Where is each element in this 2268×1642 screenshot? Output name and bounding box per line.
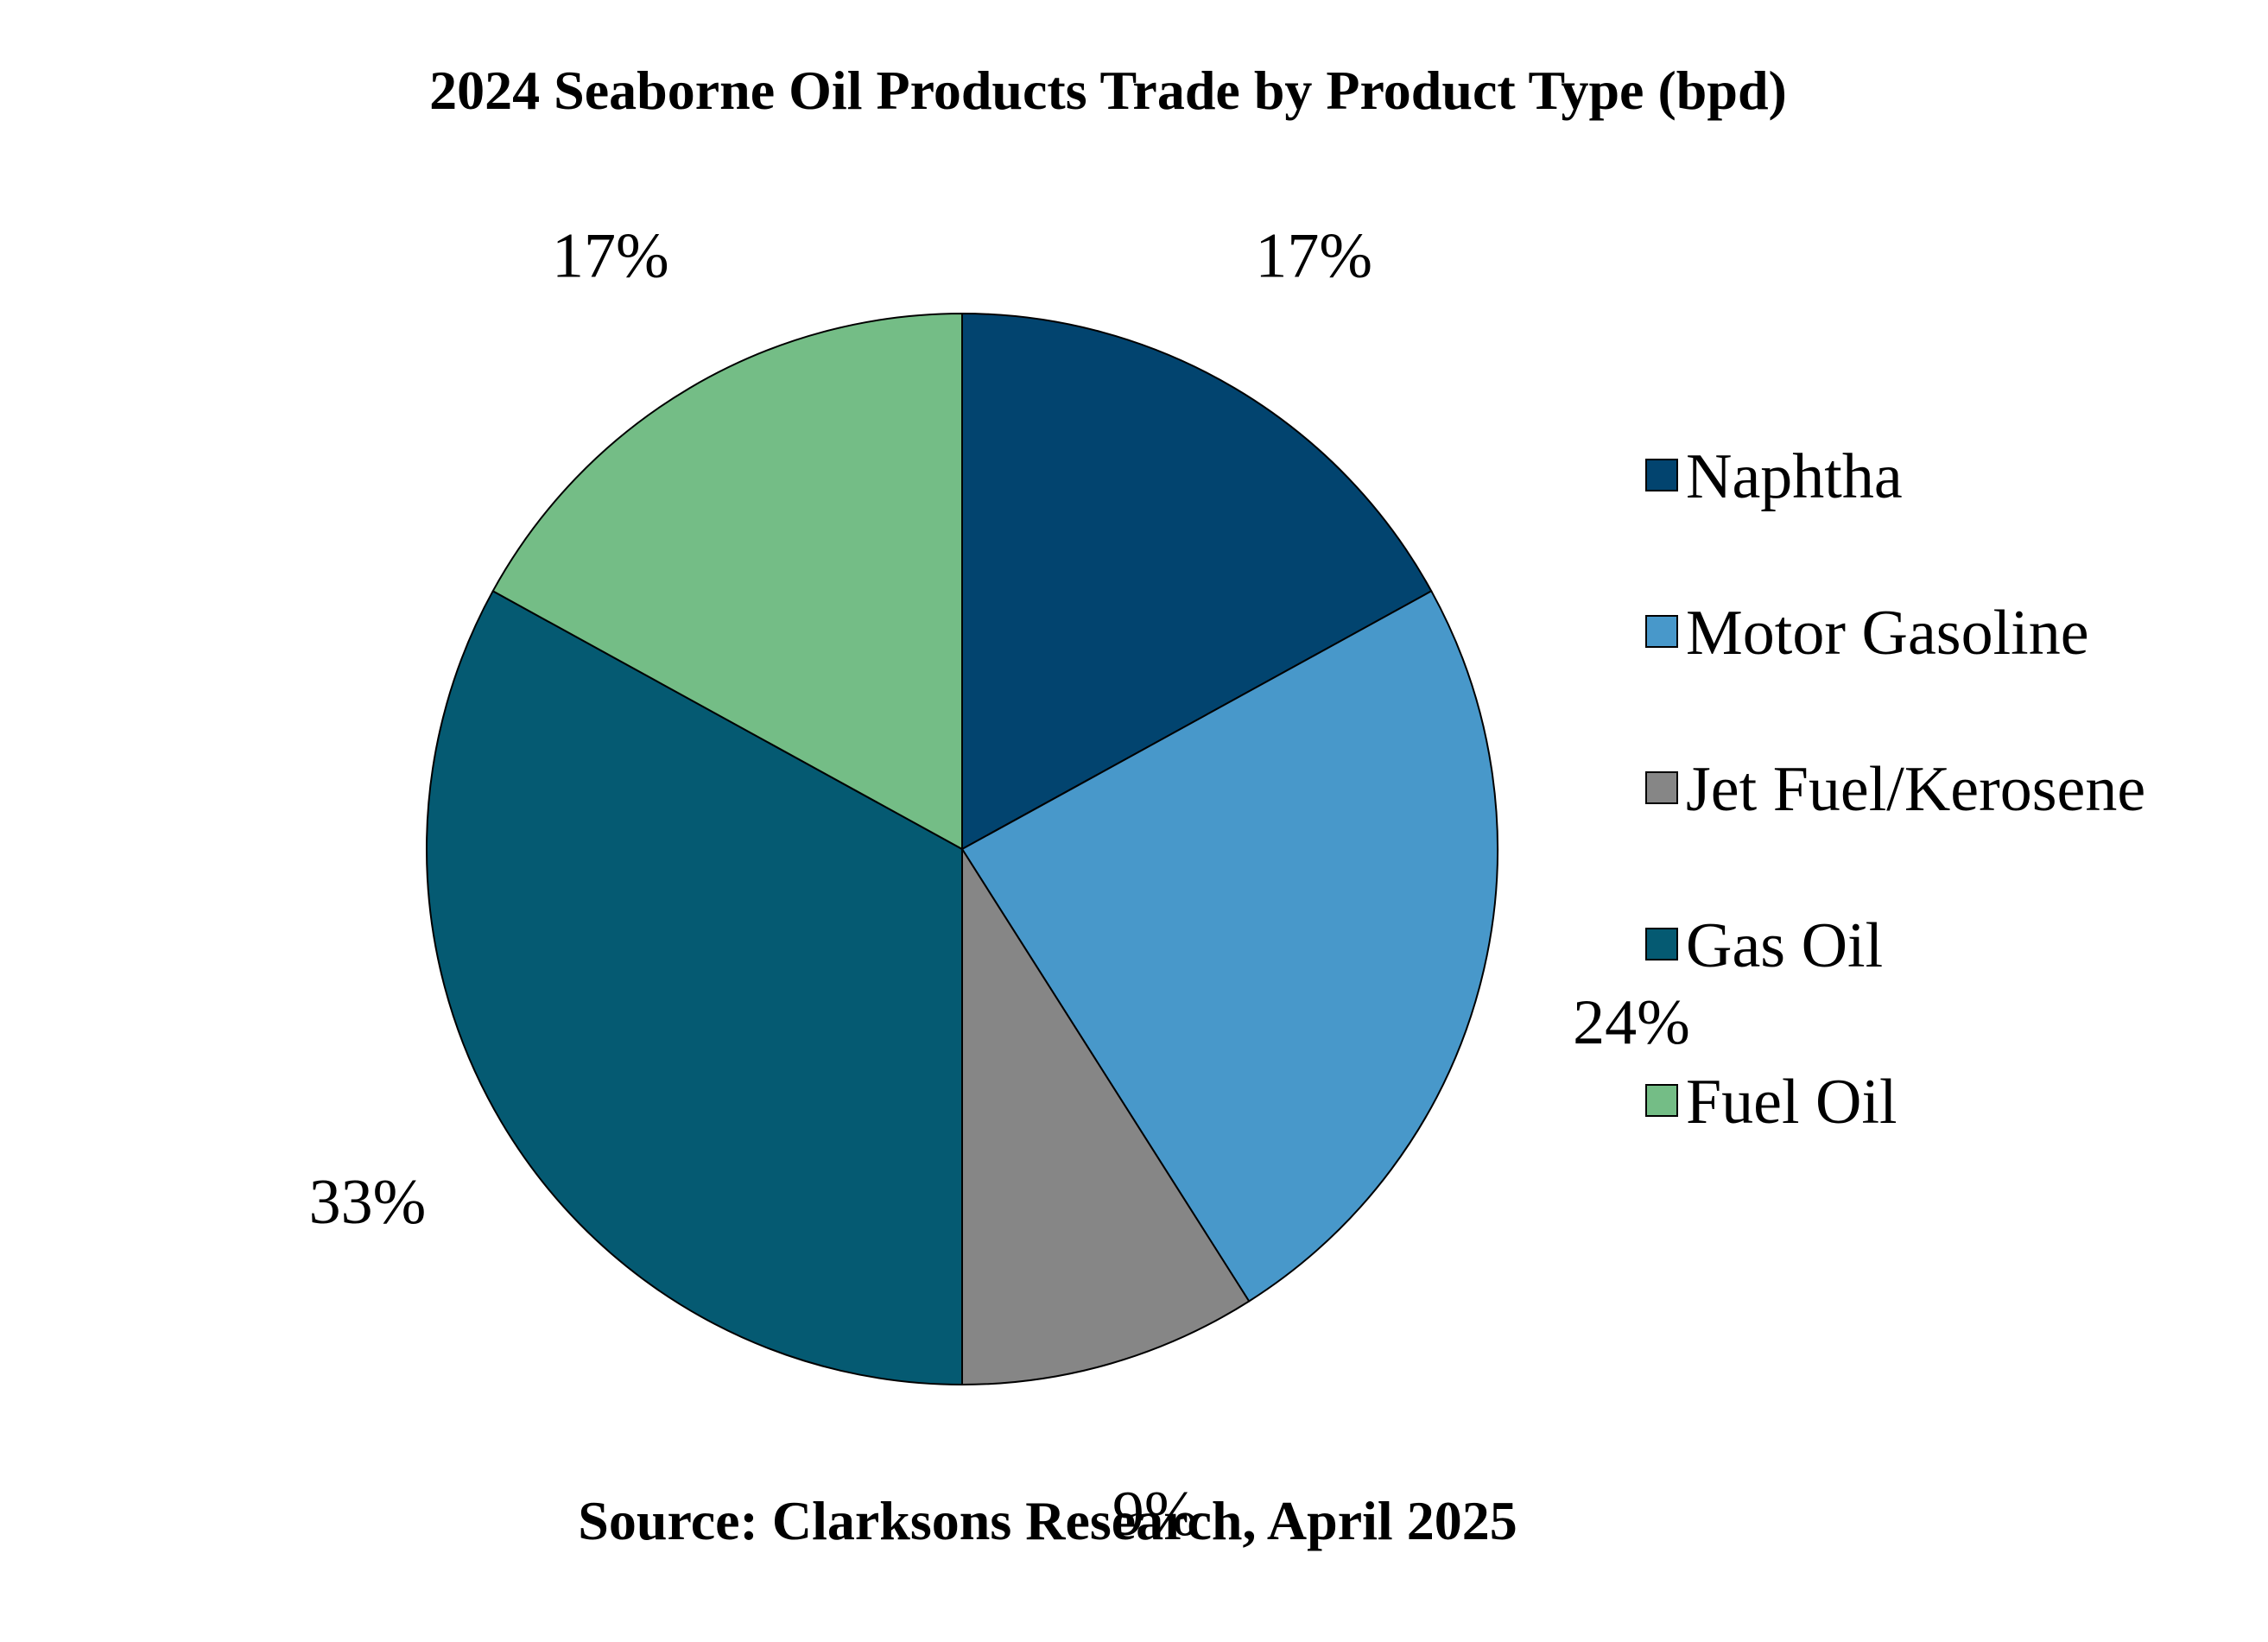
slice-label-naphtha: 17% [1255,220,1372,291]
legend-label-motor-gasoline: Motor Gasoline [1686,598,2089,669]
legend-label-jet-fuel-kerosene: Jet Fuel/Kerosene [1686,754,2145,825]
pie-slice-gas-oil [425,590,963,1385]
legend-label-naphtha: Naphtha [1686,441,1903,512]
slice-label-fuel-oil: 17% [552,220,669,291]
slice-label-motor-gasoline: 24% [1573,987,1690,1058]
legend-item-fuel-oil: Fuel Oil [1645,1067,1897,1138]
pie-slice-naphtha [961,313,1433,850]
legend-swatch-fuel-oil [1645,1084,1678,1117]
legend-item-gas-oil: Gas Oil [1645,910,1883,981]
legend-label-gas-oil: Gas Oil [1686,910,1883,981]
legend-label-fuel-oil: Fuel Oil [1686,1067,1897,1138]
slice-label-jet-fuel-kerosene: 9% [1112,1479,1198,1550]
pie-slices [425,313,1498,1385]
legend-swatch-jet-fuel-kerosene [1645,771,1678,804]
legend-swatch-naphtha [1645,459,1678,491]
legend-swatch-motor-gasoline [1645,615,1678,648]
legend-swatch-gas-oil [1645,928,1678,960]
pie-slice-jet-fuel-kerosene [961,848,1251,1385]
pie-slice-fuel-oil [491,313,963,850]
legend-item-motor-gasoline: Motor Gasoline [1645,598,2089,669]
legend: Naphtha Motor Gasoline Jet Fuel/Kerosene Ga… [1645,441,2145,1138]
legend-item-naphtha: Naphtha [1645,441,1903,512]
slice-label-gas-oil: 33% [309,1167,427,1238]
legend-item-jet-fuel-kerosene: Jet Fuel/Kerosene [1645,754,2145,825]
slice-labels: 17% 24% 9% 33% 17% [309,220,1690,1550]
chart-source: Source: Clarksons Research, April 2025 [578,1490,1517,1551]
pie-slice-motor-gasoline [961,590,1498,1303]
chart-title: 2024 Seaborne Oil Products Trade by Prod… [429,60,1787,121]
